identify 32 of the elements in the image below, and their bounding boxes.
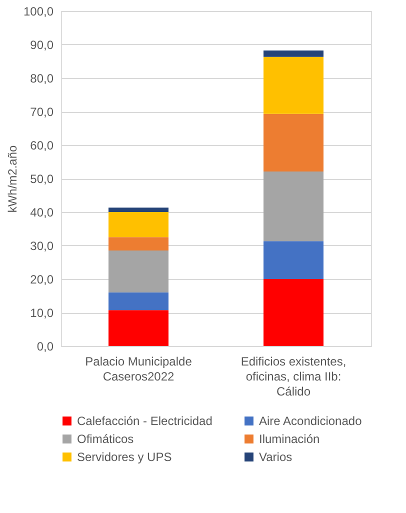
bar [108,237,168,251]
bar [264,56,324,114]
x-tick-label: Edificios existentes, oficinas, clima IIb: Cálido [240,354,346,398]
y-tick-label: 70,0 [30,105,54,119]
y-tick-label: 10,0 [30,306,54,320]
bar [264,279,324,346]
y-tick-label: 20,0 [30,272,54,286]
legend-label: Varios [259,450,292,464]
y-tick-label: 100,0 [23,4,54,18]
bar [264,50,324,57]
legend-label: Servidores y UPS [77,450,172,464]
bar [108,250,168,292]
y-tick-label: 50,0 [30,172,54,186]
y-axis-title: kWh/m2.año [5,144,20,213]
bar [264,114,324,172]
bar [264,241,324,279]
bar [264,171,324,242]
y-tick-label: 60,0 [30,138,54,152]
legend-label: Aire Acondicionado [259,414,362,428]
bar [108,212,168,238]
bar [108,292,168,310]
y-tick-label: 90,0 [30,38,54,52]
bar [108,208,168,212]
x-tick-label: Palacio Municipalde Caseros2022 [85,354,192,384]
legend-label: Ofimáticos [77,432,134,446]
legend-label: Calefacción - Electricidad [77,414,212,428]
bar [108,310,168,346]
y-tick-label: 0,0 [36,340,54,354]
y-tick-label: 30,0 [30,239,54,253]
legend-label: Iluminación [259,432,320,446]
y-tick-label: 40,0 [30,206,54,220]
y-tick-label: 80,0 [30,72,54,86]
